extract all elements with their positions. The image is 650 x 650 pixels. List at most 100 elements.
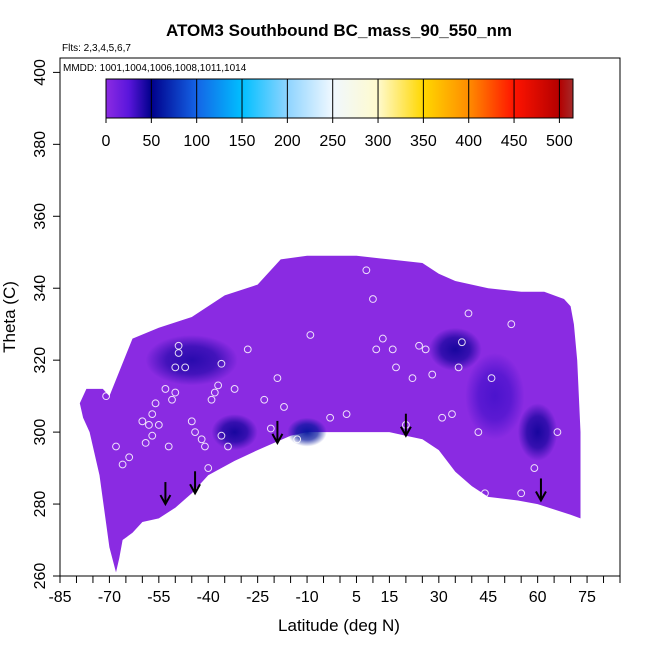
sample-point xyxy=(280,403,288,411)
sample-point xyxy=(362,266,371,275)
y-tick-label: 320 xyxy=(32,347,49,374)
colorbar-gradient xyxy=(105,78,574,119)
colorbar-tick-label: 500 xyxy=(546,133,573,150)
sample-point xyxy=(217,359,226,368)
x-axis-title: Latitude (deg N) xyxy=(278,616,400,635)
sample-point xyxy=(102,392,111,401)
sample-point xyxy=(444,478,453,487)
arrow-marker xyxy=(271,420,284,445)
x-tick-label: -25 xyxy=(246,589,269,606)
y-tick-label: 380 xyxy=(32,131,49,158)
x-tick-label: -55 xyxy=(147,589,170,606)
sample-point xyxy=(230,385,239,393)
colorbar: 0 50 100 150 200 250 300 350 400 450 500 xyxy=(102,78,574,150)
colorbar-tick-label: 250 xyxy=(319,133,346,150)
sample-point xyxy=(201,442,209,451)
x-tick-label: -70 xyxy=(98,589,121,606)
sample-point xyxy=(372,345,381,354)
chart-title: ATOM3 Southbound BC_mass_90_550_nm xyxy=(166,21,512,40)
x-tick-label: 75 xyxy=(578,589,596,606)
colorbar-tick-label: 300 xyxy=(365,133,392,150)
sample-point xyxy=(210,388,219,397)
flights-note: Flts: 2,3,4,5,6,7 xyxy=(62,43,131,54)
sample-point xyxy=(517,489,526,498)
sample-point xyxy=(145,421,153,429)
mmdd-note: MMDD: 1001,1004,1006,1008,1011,1014 xyxy=(63,63,247,74)
x-tick-label: -10 xyxy=(295,589,318,606)
x-axis: -85 -70 -55 -40 -25 -10 5 15 30 45 60 75 xyxy=(48,576,621,606)
x-tick-label: -40 xyxy=(197,589,220,606)
sample-point xyxy=(138,417,147,426)
colorbar-tick-label: 200 xyxy=(274,133,301,150)
sample-point xyxy=(187,417,196,426)
sample-point xyxy=(260,395,269,404)
sample-point xyxy=(181,363,190,372)
arrow-marker xyxy=(535,478,547,503)
colorbar-tick-label: 0 xyxy=(102,133,111,150)
sample-point xyxy=(148,410,157,419)
sample-point xyxy=(161,385,170,393)
y-tick-label: 280 xyxy=(32,491,49,518)
sample-points xyxy=(102,266,562,523)
sample-point xyxy=(164,442,173,451)
x-tick-label: 45 xyxy=(479,589,497,606)
y-tick-label: 260 xyxy=(32,563,49,590)
colorbar-tick-label: 350 xyxy=(410,133,437,150)
sample-point xyxy=(428,370,437,379)
y-axis-title: Theta (C) xyxy=(0,281,19,353)
low-value-patch xyxy=(517,403,558,461)
sample-point xyxy=(224,442,232,451)
sample-point xyxy=(154,421,163,429)
y-tick-label: 360 xyxy=(32,203,49,230)
sample-point xyxy=(487,374,496,383)
sample-point xyxy=(148,431,157,440)
sample-point xyxy=(369,295,377,303)
sample-point xyxy=(421,345,430,354)
x-tick-label: 15 xyxy=(381,589,399,606)
sample-point xyxy=(207,395,216,404)
sample-point xyxy=(204,464,213,472)
sample-point xyxy=(266,424,275,433)
sample-point xyxy=(191,428,199,437)
sample-point xyxy=(553,428,562,437)
sample-point xyxy=(415,341,423,350)
sample-point xyxy=(438,413,447,422)
arrow-marker xyxy=(400,413,412,438)
low-value-patch xyxy=(465,352,525,440)
sample-point xyxy=(457,338,466,347)
sample-point xyxy=(448,410,456,419)
sample-point xyxy=(118,460,127,469)
colorbar-ticks: 0 50 100 150 200 250 300 350 400 450 500 xyxy=(102,79,573,150)
sample-point xyxy=(217,431,226,440)
arrow-marker xyxy=(159,482,172,507)
low-value-patch xyxy=(287,417,327,447)
sample-point xyxy=(530,464,539,472)
arrow-markers xyxy=(159,413,547,507)
sample-point xyxy=(171,363,180,372)
sample-point xyxy=(168,395,176,404)
sample-point xyxy=(151,399,160,408)
y-axis: 260 280 300 320 340 360 380 400 xyxy=(32,59,60,589)
low-value-patch xyxy=(211,414,258,451)
sample-point xyxy=(112,442,120,451)
y-tick-label: 340 xyxy=(32,275,49,302)
x-tick-label: -85 xyxy=(48,589,71,606)
low-value-patch xyxy=(145,334,238,386)
y-tick-label: 300 xyxy=(32,419,49,446)
arrow-marker xyxy=(189,471,201,496)
colorbar-tick-label: 100 xyxy=(183,133,210,150)
x-tick-label: 5 xyxy=(352,589,361,606)
sample-point xyxy=(378,334,387,343)
sample-point xyxy=(454,363,463,372)
colorbar-tick-label: 50 xyxy=(142,133,160,150)
x-tick-label: 30 xyxy=(430,589,448,606)
sample-point xyxy=(392,363,400,372)
low-value-patch xyxy=(428,327,482,371)
sample-point xyxy=(243,345,252,354)
x-tick-label: 60 xyxy=(529,589,547,606)
sample-point xyxy=(306,331,315,339)
sample-point xyxy=(507,320,516,329)
colorbar-tick-label: 400 xyxy=(455,133,482,150)
colorbar-tick-label: 150 xyxy=(229,133,256,150)
